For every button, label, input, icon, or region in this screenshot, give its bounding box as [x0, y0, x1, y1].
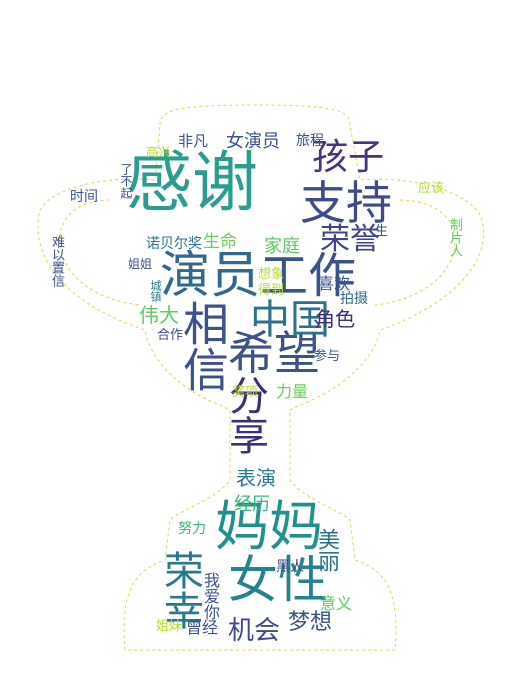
word-jue-se: 角色: [315, 307, 355, 331]
word-lv-cheng: 旅程: [296, 133, 324, 149]
word-jing-li: 经历: [234, 494, 270, 515]
word-hei-ren: 黑人: [276, 559, 304, 575]
word-hai-zi: 孩子: [312, 137, 385, 178]
word-yi-sheng: 一生: [362, 224, 389, 239]
word-sheng-ming: 生命: [203, 232, 237, 252]
word-ceng-jing: 曾经: [186, 618, 219, 637]
word-xiang-xiang: 想象: [258, 267, 285, 282]
word-de-dao: 得到: [258, 283, 285, 298]
word-li-liang: 力量: [276, 382, 309, 401]
word-pai-she: 拍摄: [340, 291, 368, 307]
word-shi-jian: 时间: [70, 189, 98, 205]
word-ying-gai: 应该: [418, 181, 445, 196]
word-nv-yan-yuan: 女演员: [226, 131, 280, 152]
word-zhi-chi: 支持: [300, 176, 392, 230]
word-can-yu: 参与: [314, 349, 341, 364]
word-jie-jie: 姐姐: [128, 257, 153, 271]
word-fen-xiang: 分享: [222, 375, 268, 455]
word-gong-zuo: 工作: [260, 248, 357, 304]
word-gao-xing: 高兴: [146, 145, 171, 159]
word-xiang-xin: 相信: [176, 300, 230, 392]
word-he-zuo: 合作: [157, 328, 184, 343]
word-nobel: 诺贝尔奖: [146, 236, 202, 252]
word-meng-xiang: 梦想: [288, 610, 333, 635]
word-mei-li: 美丽: [314, 528, 339, 572]
word-yan-yuan: 演员: [160, 246, 260, 304]
word-liao-bu-qi: 了不起: [119, 163, 133, 199]
word-nu-li: 努力: [178, 521, 206, 537]
word-biao-yan: 表演: [236, 466, 276, 490]
word-zhong-guo: 中国: [250, 297, 330, 343]
word-xi-wang: 希望: [228, 326, 320, 380]
word-rong-yu: 荣誉: [320, 222, 380, 257]
word-jiang-xiang: 奖项: [232, 385, 259, 400]
word-gan-xie: 感谢: [126, 144, 258, 221]
word-wei-da: 伟大: [139, 303, 179, 327]
word-yi-yi: 意义: [320, 594, 353, 613]
word-nv-xing: 女性: [228, 551, 328, 609]
word-fei-fan: 非凡: [178, 132, 209, 150]
word-zhi-pian-ren: 制片人: [447, 218, 462, 257]
word-ji-hui: 机会: [228, 616, 281, 646]
word-cheng-zhen: 城镇: [149, 280, 162, 302]
word-ma-ma: 妈妈: [215, 495, 323, 558]
word-nan-yi-zhi-xin: 难以置信: [49, 235, 64, 287]
word-rong-xing: 荣幸: [157, 550, 203, 630]
word-wo-ai-ni: 我爱你: [201, 572, 220, 620]
word-xi-huan: 喜欢: [318, 274, 351, 293]
word-jie-mei: 姐妹: [156, 619, 183, 634]
word-jia-ting: 家庭: [264, 236, 300, 257]
